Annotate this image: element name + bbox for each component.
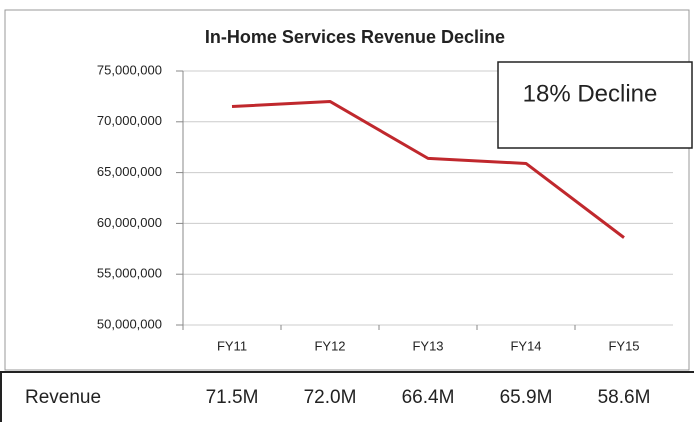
chart-title: In-Home Services Revenue Decline — [205, 27, 505, 47]
y-tick-label: 50,000,000 — [97, 316, 162, 331]
x-tick-label: FY13 — [412, 338, 443, 353]
y-tick-label: 65,000,000 — [97, 164, 162, 179]
x-tick-label: FY12 — [314, 338, 345, 353]
annotation-box — [497, 61, 693, 149]
x-tick-label: FY15 — [608, 338, 639, 353]
y-tick-label: 55,000,000 — [97, 266, 162, 281]
y-tick-label: 70,000,000 — [97, 113, 162, 128]
table-value: 72.0M — [304, 387, 357, 408]
table-value: 71.5M — [206, 387, 259, 408]
annotation: 18% Decline — [523, 80, 658, 107]
y-tick-label: 75,000,000 — [97, 62, 162, 77]
table-value: 66.4M — [402, 387, 455, 408]
x-tick-label: FY11 — [217, 338, 247, 353]
table-row-label: Revenue — [25, 387, 101, 408]
x-tick-label: FY14 — [510, 338, 541, 353]
table-value: 58.6M — [598, 387, 651, 408]
y-tick-label: 60,000,000 — [97, 215, 162, 230]
line-series — [231, 99, 625, 239]
table-value: 65.9M — [500, 387, 553, 408]
